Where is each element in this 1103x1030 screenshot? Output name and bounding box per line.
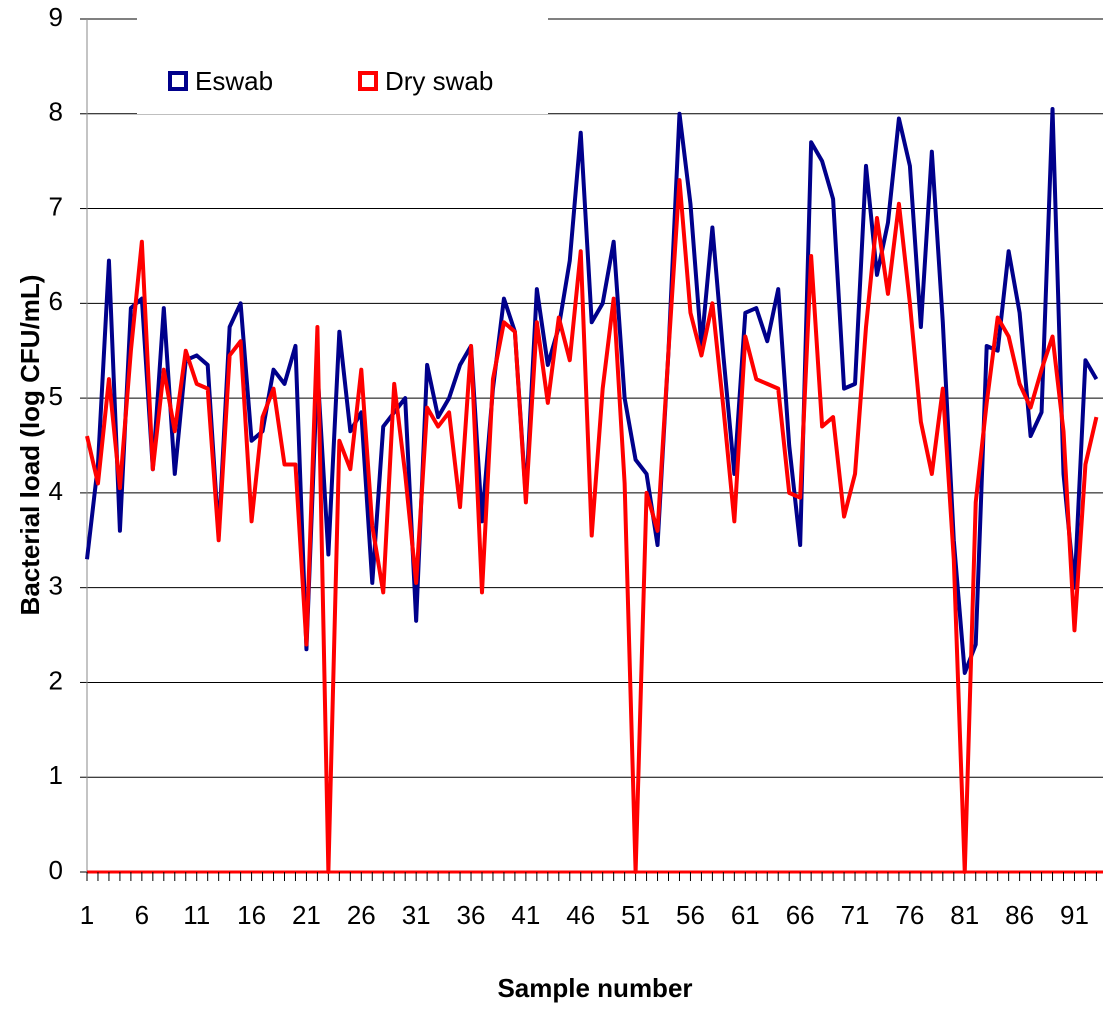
series-line: [85, 107, 1099, 675]
x-tick-label: 61: [731, 900, 760, 930]
x-tick-label: 11: [183, 900, 210, 930]
x-tick-label: 41: [511, 900, 540, 930]
y-tick-label: 4: [49, 476, 63, 506]
y-axis-title: Bacterial load (log CFU/mL): [15, 275, 45, 616]
x-tick-label: 66: [786, 900, 815, 930]
legend-swatch: [168, 71, 188, 91]
x-tick-label: 46: [566, 900, 595, 930]
y-tick-label: 5: [49, 381, 63, 411]
legend-swatch: [358, 71, 378, 91]
x-tick-label: 86: [1005, 900, 1034, 930]
y-tick-label: 1: [49, 760, 63, 790]
x-tick-label: 56: [676, 900, 705, 930]
x-tick-label: 91: [1060, 900, 1089, 930]
x-tick-label: 1: [80, 900, 94, 930]
x-tick-label: 6: [135, 900, 149, 930]
x-tick-label: 16: [237, 900, 266, 930]
y-tick-label: 8: [49, 97, 63, 127]
legend-box: [137, 10, 548, 114]
x-tick-label: 76: [895, 900, 924, 930]
series-line: [85, 178, 1099, 874]
legend-label: Eswab: [195, 66, 273, 96]
y-tick-label: 3: [49, 571, 63, 601]
x-tick-label: 26: [347, 900, 376, 930]
x-tick-label: 51: [621, 900, 650, 930]
series-layer: [85, 107, 1099, 874]
x-axis-title: Sample number: [497, 973, 692, 1003]
y-tick-label: 6: [49, 286, 63, 316]
x-tick-label: 36: [457, 900, 486, 930]
y-tick-label: 0: [49, 855, 63, 885]
legend-layer: [137, 10, 548, 114]
x-tick-label: 71: [841, 900, 870, 930]
x-tick-label: 21: [292, 900, 321, 930]
y-tick-label: 9: [49, 2, 63, 32]
y-tick-label: 7: [49, 191, 63, 221]
legend-label: Dry swab: [385, 66, 493, 96]
x-tick-label: 31: [402, 900, 431, 930]
legend: Eswab Dry swab: [168, 66, 493, 96]
y-tick-label: 2: [49, 665, 63, 695]
x-tick-label: 81: [950, 900, 979, 930]
